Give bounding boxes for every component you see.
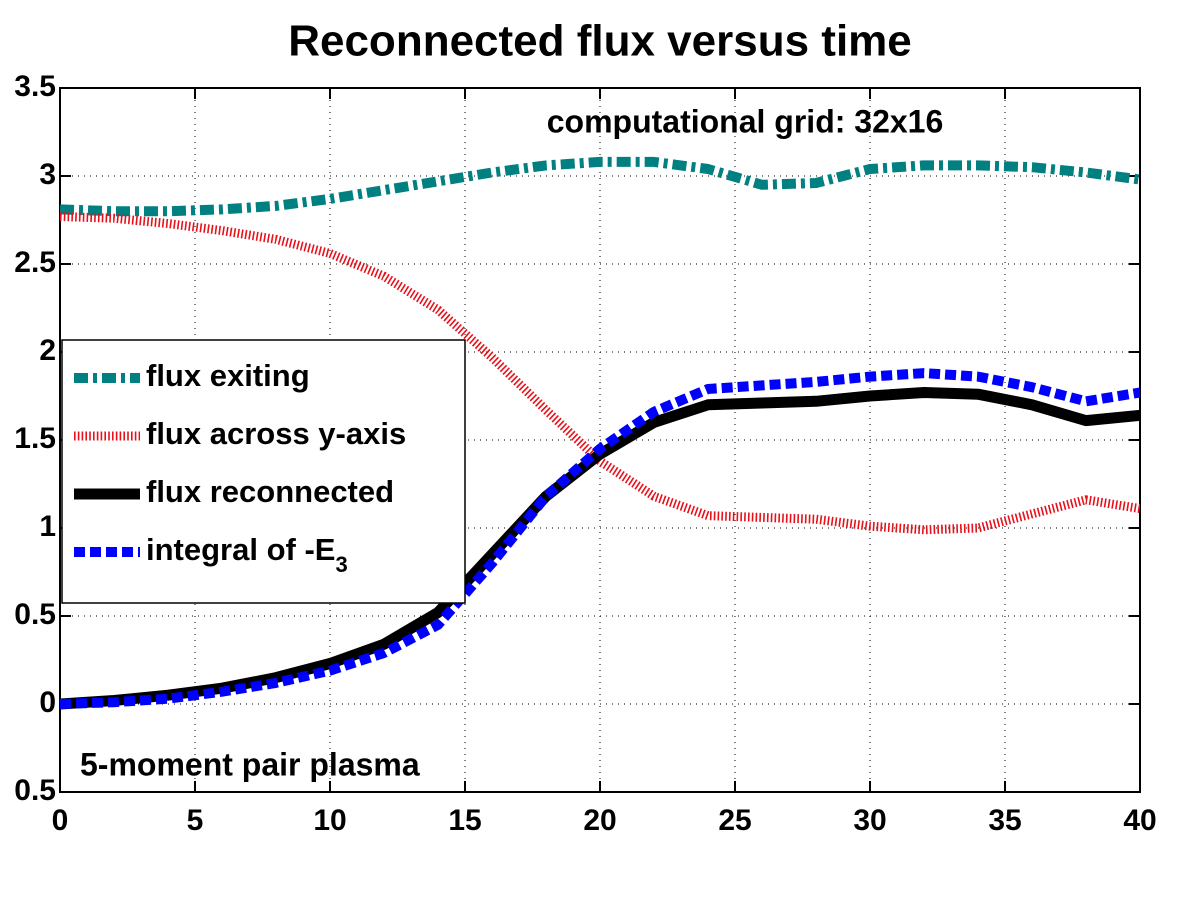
y-tick-label: 2	[39, 334, 56, 367]
y-tick-label: 1.5	[14, 422, 56, 455]
x-tick-label: 15	[448, 804, 481, 837]
y-tick-label: 0.5	[14, 774, 56, 807]
legend-text: flux exiting	[146, 358, 310, 393]
legend-label: flux across y-axis	[146, 416, 406, 451]
annotation: computational grid: 32x16	[547, 103, 944, 139]
legend: flux exiting flux across y-axis flux recon…	[61, 339, 466, 604]
y-tick-label: 3	[39, 158, 56, 191]
series-line	[60, 212, 1140, 535]
x-tick-label: 5	[187, 804, 204, 837]
legend-text: integral of -E	[146, 532, 335, 567]
legend-subscript: 3	[335, 552, 347, 577]
legend-text: flux reconnected	[146, 474, 394, 509]
y-tick-label: 0.5	[14, 598, 56, 631]
x-tick-label: 25	[718, 804, 751, 837]
legend-text: flux across y-axis	[146, 416, 406, 451]
annotation: 5-moment pair plasma	[80, 746, 420, 782]
legend-label: flux reconnected	[146, 474, 394, 509]
x-tick-label: 0	[52, 804, 69, 837]
y-tick-label: 2.5	[14, 246, 56, 279]
series-line	[60, 368, 1140, 709]
legend-label: flux exiting	[146, 358, 310, 393]
y-tick-label: 3.5	[14, 70, 56, 103]
x-tick-label: 20	[583, 804, 616, 837]
y-tick-label: 0	[39, 686, 56, 719]
x-tick-label: 35	[988, 804, 1021, 837]
y-tick-label: 1	[39, 510, 56, 543]
legend-label: integral of -E3	[146, 532, 348, 577]
chart-title: Reconnected flux versus time	[288, 17, 912, 66]
x-tick-label: 30	[853, 804, 886, 837]
plot-frame	[59, 87, 1141, 793]
series-line	[60, 156, 1140, 217]
legend-box	[61, 339, 466, 604]
x-tick-label: 10	[313, 804, 346, 837]
x-tick-label: 40	[1123, 804, 1156, 837]
